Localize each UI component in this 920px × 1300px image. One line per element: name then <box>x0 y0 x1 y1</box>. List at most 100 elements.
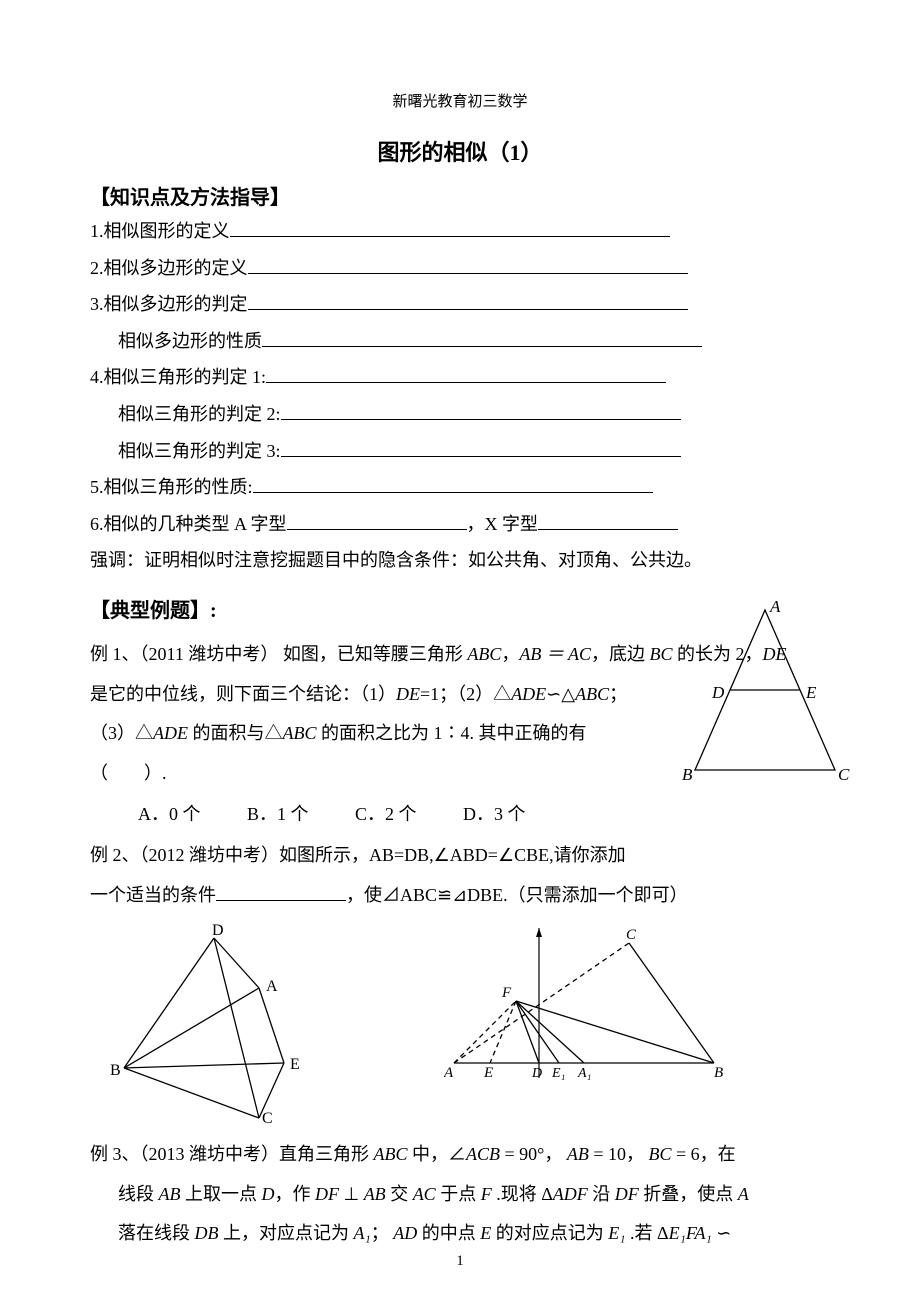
ex2-l2a: 一个适当的条件 <box>90 885 216 905</box>
label-C: C <box>838 765 850 784</box>
ex3-indent2: 落在线段 DB 上，对应点记为 A₁； AD 的中点 E 的对应点记为 E₁ .… <box>90 1223 731 1243</box>
ex3-indent1: 线段 AB 上取一点 D，作 DF ⊥ AB 交 AC 于点 F .现将 ΔAD… <box>90 1184 749 1204</box>
ex1-l2b: =1；（2）△ <box>420 684 511 704</box>
ex3-l2f: .现将 Δ <box>492 1184 553 1204</box>
outline-3: 3.相似多边形的判定 <box>90 289 830 320</box>
ex1-l3a: （3）△ <box>90 723 153 743</box>
fig3-A: A <box>444 1065 454 1081</box>
fig3-F: F <box>501 985 512 1001</box>
blank-line <box>262 328 702 347</box>
outline-6a: 6.相似的几种类型 A 字型 <box>90 514 287 534</box>
ex3-l3g: ∽ <box>712 1223 732 1243</box>
ex3-l3e: 的对应点记为 <box>491 1223 608 1243</box>
blank-line <box>230 218 670 237</box>
ex3-bc: BC <box>649 1144 672 1164</box>
fig2-D: D <box>212 923 224 939</box>
ex1-abc3: ABC <box>283 723 317 743</box>
ex3-acb: ACB <box>466 1144 500 1164</box>
outline-1-text: 1.相似图形的定义 <box>90 221 230 241</box>
outline-4c-text: 相似三角形的判定 3: <box>118 441 281 461</box>
outline-4b: 相似三角形的判定 2: <box>90 399 830 430</box>
ex3-t4: = 6，在 <box>672 1144 736 1164</box>
ex1-ade: ADE <box>511 684 546 704</box>
ex3-a1: A₁ <box>354 1223 371 1243</box>
ex3-ab: AB <box>567 1144 589 1164</box>
fig3-C: C <box>626 927 637 943</box>
ex1-optA: A．0 个 <box>138 804 201 824</box>
ex3-l3b: 上，对应点记为 <box>219 1223 354 1243</box>
ex1-abac: AB ＝ AC <box>519 644 591 664</box>
ex3-e: E <box>480 1223 491 1243</box>
ex3-d: D <box>262 1184 275 1204</box>
label-A: A <box>769 600 781 616</box>
ex1-sim: ∽△ <box>546 684 575 704</box>
ex2-l2b: ，使⊿ABC≌⊿DBE.（只需添加一个即可） <box>346 885 688 905</box>
triangle-svg: A D E B C <box>680 600 850 790</box>
ex3-e1: E₁ <box>608 1223 625 1243</box>
outline-4-text: 4.相似三角形的判定 1: <box>90 367 266 387</box>
blank-fill <box>216 882 346 901</box>
ex3-l3a: 落在线段 <box>118 1223 195 1243</box>
page-number: 1 <box>0 1253 920 1270</box>
ex1-l2a: 是它的中位线，则下面三个结论：（1） <box>90 684 396 704</box>
outline-4: 4.相似三角形的判定 1: <box>90 362 830 393</box>
blank-line <box>248 291 688 310</box>
ex1-semi: ； <box>609 684 627 704</box>
ex3-l3f: .若 Δ <box>626 1223 669 1243</box>
ex3-l2a: 线段 <box>118 1184 159 1204</box>
outline-2: 2.相似多边形的定义 <box>90 253 830 284</box>
outline-6b: ，X 字型 <box>467 514 539 534</box>
ex3-l2b: 上取一点 <box>181 1184 262 1204</box>
ex3-ac: AC <box>413 1184 436 1204</box>
ex3-l2g: 沿 <box>588 1184 615 1204</box>
figures-row: D A B E C C F A E D E₁ A₁ B <box>104 923 830 1123</box>
figure-ex2: D A B E C <box>104 923 324 1123</box>
ex3-ad: AD <box>393 1223 417 1243</box>
blank-line <box>253 474 653 493</box>
ex1-l3c: 的面积之比为 1∶4. 其中正确的有 <box>317 723 587 743</box>
ex3-a: A <box>738 1184 749 1204</box>
outline-5: 5.相似三角形的性质: <box>90 472 830 503</box>
blank-line <box>281 438 681 457</box>
ex3-t2: = 90°， <box>500 1144 567 1164</box>
ex3-t3: = 10， <box>589 1144 649 1164</box>
ex3-l2e: 于点 <box>436 1184 481 1204</box>
ex3-df: DF <box>315 1184 339 1204</box>
ex3-abc: ABC <box>374 1144 408 1164</box>
ex3-perp: ⊥ <box>339 1184 364 1204</box>
fig2-A: A <box>266 978 278 995</box>
blank-line <box>248 255 688 274</box>
ex3-label: 例 3、（2013 潍坊中考）直角三角形 <box>90 1144 374 1164</box>
section-knowledge: 【知识点及方法指导】 <box>90 181 830 210</box>
ex3-adf: ADF <box>553 1184 588 1204</box>
blank-line <box>281 401 681 420</box>
page-title: 图形的相似（1） <box>90 135 830 167</box>
fig2-E: E <box>290 1056 300 1073</box>
ex1-optB: B．1 个 <box>247 804 309 824</box>
ex3-l2d: 交 <box>386 1184 413 1204</box>
ex1-label: 例 1、（2011 潍坊中考） 如图，已知等腰三角形 <box>90 644 467 664</box>
outline-1: 1.相似图形的定义 <box>90 216 830 247</box>
ex3-t1: 中，∠ <box>408 1144 467 1164</box>
ex3-df2: DF <box>615 1184 639 1204</box>
ex3-ab3: AB <box>364 1184 386 1204</box>
ex3-l2h: 折叠，使点 <box>639 1184 738 1204</box>
blank-line <box>538 511 678 530</box>
outline-3b-text: 相似多边形的性质 <box>118 331 262 351</box>
example-2: 例 2、（2012 潍坊中考）如图所示，AB=DB,∠ABD=∠CBE,请你添加… <box>90 836 830 915</box>
ex3-ab2: AB <box>159 1184 181 1204</box>
blank-line <box>287 511 467 530</box>
blank-line <box>266 364 666 383</box>
ex1-options: A．0 个 B．1 个 C．2 个 D．3 个 <box>90 799 830 830</box>
figure-triangle-isoceles: A D E B C <box>680 600 850 795</box>
ex1-abc: ABC <box>467 644 501 664</box>
figure-ex3: C F A E D E₁ A₁ B <box>444 923 734 1103</box>
ex1-bc: BC <box>650 644 673 664</box>
outline-3b: 相似多边形的性质 <box>90 326 830 357</box>
ex1-deeq: DE <box>396 684 420 704</box>
ex1-abc2: ABC <box>575 684 609 704</box>
ex1-l3b: 的面积与△ <box>188 723 283 743</box>
ex1-ade2: ADE <box>153 723 188 743</box>
ex3-l2c: ，作 <box>275 1184 316 1204</box>
ex1-optD: D．3 个 <box>463 804 526 824</box>
